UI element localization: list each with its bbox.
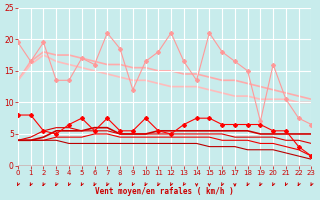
X-axis label: Vent moyen/en rafales ( km/h ): Vent moyen/en rafales ( km/h ) bbox=[95, 187, 234, 196]
